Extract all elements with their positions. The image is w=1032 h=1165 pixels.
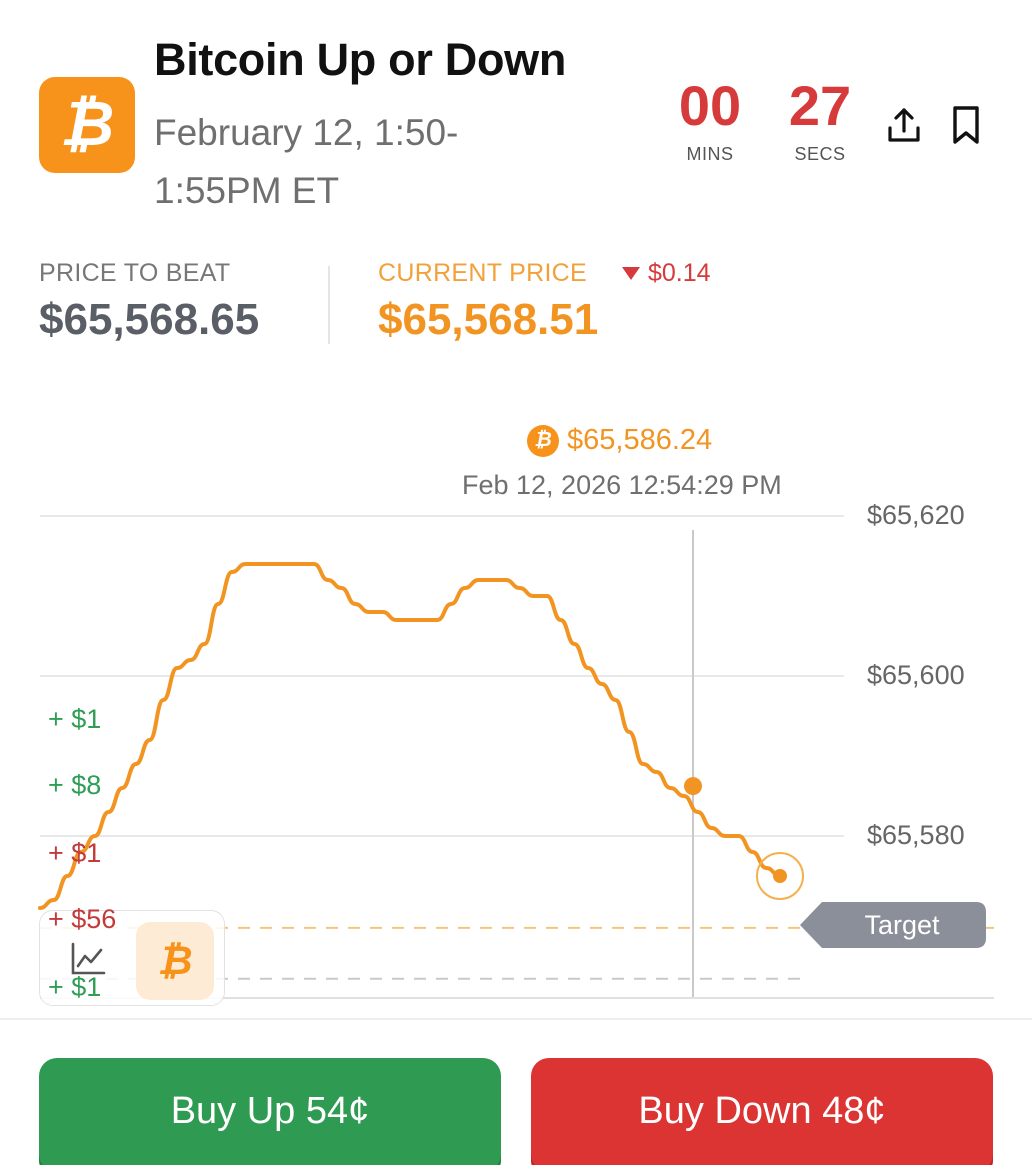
timer-seconds-value: 27 (788, 74, 852, 137)
chart-gridlines (40, 515, 844, 837)
buy-down-button[interactable]: Buy Down 48¢ (531, 1058, 993, 1165)
hover-tooltip: ₿ $65,586.24 (527, 424, 712, 457)
trade-ticker-item: + $1 (48, 972, 102, 1002)
price-delta-value: $0.14 (648, 259, 711, 287)
timer-seconds-label: SECS (794, 144, 846, 164)
bitcoin-logo: ₿ (39, 77, 135, 173)
trade-ticker-item: + $8 (48, 770, 102, 800)
line-chart-icon[interactable] (70, 942, 106, 976)
bitcoin-mode-button[interactable]: ₿ (136, 922, 214, 1000)
hover-price: $65,586.24 (567, 424, 713, 456)
bookmark-icon[interactable] (946, 104, 986, 146)
target-pill (800, 902, 986, 948)
bitcoin-icon: ₿ (59, 90, 115, 159)
price-delta: $0.14 (622, 259, 711, 288)
timer-minutes: 00 MINS (670, 76, 750, 165)
down-triangle-icon (622, 267, 640, 280)
current-point-ring (756, 852, 804, 900)
hover-timestamp: Feb 12, 2026 12:54:29 PM (462, 470, 782, 500)
price-to-beat-value: $65,568.65 (39, 295, 260, 344)
trade-ticker-item: + $1 (48, 704, 102, 734)
page-title: Bitcoin Up or Down (154, 34, 567, 85)
target-label: Target (864, 910, 940, 940)
bitcoin-icon: ₿ (527, 424, 559, 457)
price-series-line (38, 562, 782, 910)
current-price-value: $65,568.51 (378, 295, 599, 344)
buy-up-button[interactable]: Buy Up 54¢ (39, 1058, 501, 1165)
y-tick-label: $65,580 (867, 820, 965, 850)
section-divider (0, 1018, 1032, 1020)
current-price-label: CURRENT PRICE (378, 259, 588, 287)
trade-ticker-item: + $56 (48, 904, 117, 934)
y-tick-label: $65,620 (867, 500, 965, 530)
hover-point (684, 777, 702, 796)
timer-minutes-value: 00 (678, 74, 742, 137)
timer-minutes-label: MINS (686, 144, 734, 164)
price-divider (328, 266, 330, 344)
price-to-beat-label: PRICE TO BEAT (39, 259, 231, 287)
bitcoin-icon: ₿ (157, 938, 193, 983)
timer-seconds: 27 SECS (778, 76, 862, 165)
market-time-range: February 12, 1:50-1:55PM ET (154, 112, 459, 211)
current-point (773, 869, 787, 883)
y-tick-label: $65,600 (867, 660, 965, 690)
share-icon[interactable] (884, 104, 924, 146)
trade-ticker-item: + $1 (48, 838, 102, 868)
